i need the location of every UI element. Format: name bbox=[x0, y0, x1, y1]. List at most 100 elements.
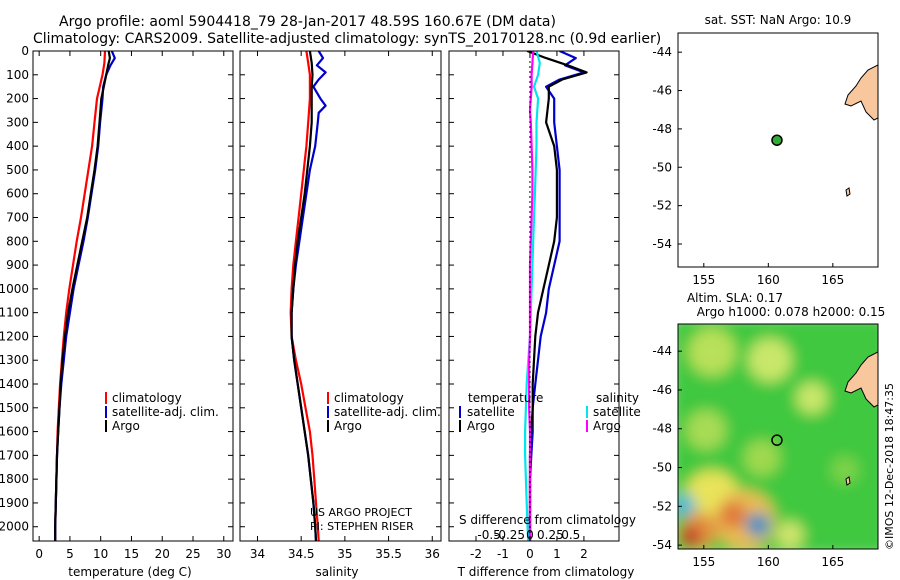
depth-tick-label: 400 bbox=[6, 139, 29, 153]
temperature-legend-climatology: climatology bbox=[112, 391, 182, 405]
depth-tick-label: 1700 bbox=[0, 448, 29, 462]
sst_map-ytick-label: -54 bbox=[652, 237, 672, 251]
s-difference-label: S difference from climatology bbox=[459, 513, 636, 527]
differences-xtick-label: -2 bbox=[470, 547, 482, 561]
temperature-legend-argo: Argo bbox=[112, 419, 140, 433]
temperature-legend: climatology satellite-adj. clim. Argo bbox=[105, 391, 219, 433]
sla-map-panel: Altim. SLA: 0.17 Argo h1000: 0.078 h2000… bbox=[652, 291, 886, 569]
differences-xtick-label: 1 bbox=[553, 547, 561, 561]
difference-legend: temperature satellite Argo salinity sate… bbox=[459, 391, 641, 433]
salinity-series-climatology bbox=[289, 51, 320, 541]
sst-map-frame bbox=[677, 32, 879, 268]
sst_map-ytick-label: -52 bbox=[652, 199, 672, 213]
depth-tick-label: 1200 bbox=[0, 329, 29, 343]
temperature-series-argo bbox=[54, 51, 112, 541]
sst_map-xtick-label: 155 bbox=[692, 273, 715, 287]
sla_map-ytick-label: -54 bbox=[652, 538, 672, 552]
difference-axis-ticks: -2 -1 0 1 2 -0.5-0.25 0 0.250.5 bbox=[449, 50, 619, 561]
temperature-xtick-label: 0 bbox=[35, 547, 43, 561]
salinity-axes-frame bbox=[239, 50, 442, 542]
salinity-legend-argo: Argo bbox=[334, 419, 362, 433]
depth-tick-label: 2000 bbox=[0, 520, 29, 534]
temperature-xtick-label: 25 bbox=[185, 547, 200, 561]
diff-legend-t-satellite: satellite bbox=[467, 405, 515, 419]
sst_map-xtick-label: 165 bbox=[821, 273, 844, 287]
sla_map-xtick-label: 155 bbox=[692, 555, 715, 569]
sst-map-argo-marker bbox=[771, 134, 783, 146]
sla_map-xtick-label: 165 bbox=[821, 555, 844, 569]
sla-map-island bbox=[845, 476, 851, 486]
depth-tick-label: 1600 bbox=[0, 425, 29, 439]
temperature-series-satellite-adj-clim- bbox=[54, 51, 116, 541]
s-xtick-label: 0.25 bbox=[537, 528, 564, 542]
diff-legend-s-argo: Argo bbox=[593, 419, 621, 433]
sst_map-ytick-label: -48 bbox=[652, 122, 672, 136]
title-line-1: Argo profile: aoml 5904418_79 28-Jan-201… bbox=[59, 14, 556, 30]
temperature-axis-ticks: 0100200300400500600700800900100011001200… bbox=[0, 44, 233, 561]
sst-map-panel: sat. SST: NaN Argo: 10.9 155 160 165 -44 -46… bbox=[652, 13, 879, 287]
diff-legend-s-satellite: satellite bbox=[593, 405, 641, 419]
sst-map-area bbox=[678, 33, 878, 267]
depth-tick-label: 600 bbox=[6, 187, 29, 201]
salinity-plot-area bbox=[289, 51, 327, 541]
temperature-plot-area bbox=[54, 51, 116, 541]
pi-annotation: PI: STEPHEN RISER bbox=[310, 520, 414, 533]
sst_map-ytick-label: -46 bbox=[652, 84, 672, 98]
sla-map-new-zealand-land bbox=[844, 351, 878, 408]
depth-tick-label: 300 bbox=[6, 115, 29, 129]
differences-xtick-label: 0 bbox=[526, 547, 534, 561]
salinity-xtick-label: 34.5 bbox=[288, 547, 315, 561]
depth-tick-label: 1900 bbox=[0, 496, 29, 510]
sst_map-xtick-label: 160 bbox=[757, 273, 780, 287]
depth-tick-label: 1000 bbox=[0, 282, 29, 296]
sla_map-ytick-label: -46 bbox=[652, 383, 672, 397]
sla-map-argo-marker bbox=[771, 434, 783, 446]
difference-plot-area bbox=[523, 51, 588, 541]
salinity-xtick-label: 36 bbox=[425, 547, 440, 561]
salinity-legend: climatology satellite-adj. clim. Argo bbox=[327, 391, 441, 433]
depth-tick-label: 100 bbox=[6, 68, 29, 82]
difference-axes-frame bbox=[448, 50, 620, 542]
differences-xtick-label: -1 bbox=[497, 547, 509, 561]
temperature-xlabel: temperature (deg C) bbox=[68, 565, 191, 579]
depth-tick-label: 1300 bbox=[0, 353, 29, 367]
temperature-axes-frame bbox=[32, 50, 234, 542]
differences-xtick-label: 2 bbox=[580, 547, 588, 561]
project-annotation: US ARGO PROJECT bbox=[310, 506, 412, 519]
salinity-legend-climatology: climatology bbox=[334, 391, 404, 405]
salinity-xtick-label: 35.5 bbox=[375, 547, 402, 561]
sla_map-ytick-label: -52 bbox=[652, 499, 672, 513]
depth-tick-label: 0 bbox=[21, 44, 29, 58]
salinity-series-argo bbox=[290, 51, 318, 541]
salinity-xlabel: salinity bbox=[315, 565, 358, 579]
sst-map-background bbox=[678, 33, 878, 267]
salinity-panel: 34 34.5 35 35.5 36 salinity climatology sate… bbox=[239, 50, 442, 579]
difference-panel: -2 -1 0 1 2 -0.5-0.25 0 0.250.5 S difference fr… bbox=[448, 50, 641, 579]
imos-footer-stamp: ©IMOS 12-Dec-2018 18:47:35 bbox=[883, 383, 896, 550]
temperature-xtick-label: 20 bbox=[155, 547, 170, 561]
t-difference-xlabel: T difference from climatology bbox=[457, 565, 635, 579]
diff-legend-salinity-title: salinity bbox=[596, 391, 639, 405]
sst_map-ytick-label: -50 bbox=[652, 160, 672, 174]
temperature-xtick-label: 5 bbox=[66, 547, 74, 561]
depth-tick-label: 1500 bbox=[0, 401, 29, 415]
sla-map-axis-ticks: 155 160 165 -44 -46 -48 -50 -52 -54 bbox=[652, 344, 844, 569]
diff-legend-t-argo: Argo bbox=[467, 419, 495, 433]
depth-tick-label: 800 bbox=[6, 234, 29, 248]
sst-map-island bbox=[845, 187, 851, 197]
depth-tick-label: 1800 bbox=[0, 472, 29, 486]
depth-tick-label: 500 bbox=[6, 163, 29, 177]
differences-series-s-satellite bbox=[523, 51, 541, 541]
title-line-2: Climatology: CARS2009. Satellite-adjuste… bbox=[33, 31, 661, 47]
sst_map-ytick-label: -44 bbox=[652, 45, 672, 59]
depth-tick-label: 200 bbox=[6, 92, 29, 106]
sla-map-subtitle: Argo h1000: 0.078 h2000: 0.15 bbox=[697, 305, 886, 319]
temperature-xtick-label: 10 bbox=[93, 547, 108, 561]
sla-map-title: Altim. SLA: 0.17 bbox=[687, 291, 783, 305]
depth-tick-label: 700 bbox=[6, 211, 29, 225]
s-xtick-label: 0 bbox=[526, 528, 534, 542]
salinity-xtick-label: 35 bbox=[337, 547, 352, 561]
sla-heatmap bbox=[678, 324, 878, 549]
sla_map-ytick-label: -44 bbox=[652, 344, 672, 358]
